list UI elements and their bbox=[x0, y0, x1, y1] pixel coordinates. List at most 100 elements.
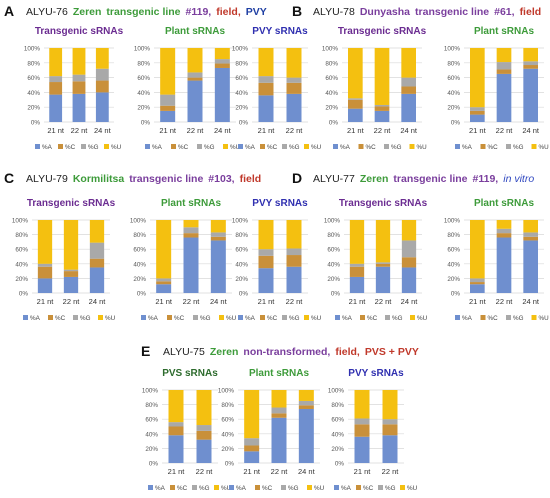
legend-label: %C bbox=[488, 144, 499, 151]
y-tick-label: 20% bbox=[447, 276, 460, 283]
legend-label: %A bbox=[236, 485, 247, 492]
legend-label: %C bbox=[177, 485, 188, 492]
legend-swatch-c bbox=[360, 315, 365, 320]
legend-swatch-u bbox=[214, 485, 219, 490]
bar-segment-u bbox=[210, 220, 226, 233]
x-tick-label: 21 nt bbox=[347, 126, 365, 135]
legend-swatch-g bbox=[378, 485, 383, 490]
y-tick-label: 40% bbox=[221, 431, 234, 438]
y-tick-label: 80% bbox=[235, 60, 248, 67]
bar-segment-u bbox=[349, 220, 365, 264]
legend-label: %C bbox=[262, 485, 273, 492]
legend-label: %U bbox=[221, 485, 232, 492]
y-tick-label: 60% bbox=[325, 75, 338, 82]
legend-label: %U bbox=[230, 144, 241, 151]
bar-segment-a bbox=[382, 435, 398, 463]
chart-title: Plant sRNAs bbox=[165, 26, 225, 37]
x-tick-label: 22 nt bbox=[286, 126, 304, 135]
legend-label: %G bbox=[513, 315, 524, 322]
legend-label: %U bbox=[539, 144, 550, 151]
x-tick-label: 24 nt bbox=[522, 297, 540, 306]
legend-swatch-u bbox=[409, 144, 415, 149]
bar-segment-g bbox=[286, 248, 302, 256]
legend-swatch-u bbox=[307, 485, 312, 490]
sample-code: ALYU-76 bbox=[26, 6, 68, 18]
y-tick-label: 60% bbox=[331, 417, 344, 424]
y-tick-label: 60% bbox=[133, 247, 146, 254]
bar-segment-g bbox=[382, 419, 398, 425]
legend-swatch-u bbox=[104, 144, 109, 149]
bar-segment-u bbox=[258, 220, 274, 250]
bar-segment-g bbox=[63, 269, 79, 272]
chart-title: PVY sRNAs bbox=[252, 198, 308, 209]
y-tick-label: 40% bbox=[235, 90, 248, 97]
y-tick-label: 0% bbox=[19, 291, 29, 298]
legend-swatch-a bbox=[148, 485, 153, 490]
legend-swatch-a bbox=[145, 144, 150, 149]
bar-segment-a bbox=[354, 436, 370, 463]
bar-segment-u bbox=[196, 390, 212, 426]
y-tick-label: 80% bbox=[15, 232, 28, 239]
bar-segment-c bbox=[401, 86, 416, 94]
chart-c-6: Plant sRNAs 0% 20% 40% 60% 80% 100% 21 nt 22 nt 2… bbox=[130, 198, 237, 322]
bar-segment-u bbox=[374, 48, 390, 105]
y-tick-label: 100% bbox=[444, 46, 461, 53]
x-tick-label: 22 nt bbox=[496, 126, 514, 135]
x-tick-label: 24 nt bbox=[522, 126, 540, 135]
bar-segment-u bbox=[37, 220, 53, 264]
y-tick-label: 60% bbox=[447, 75, 460, 82]
bar-segment-c bbox=[210, 236, 226, 241]
charts-layer: Transgenic sRNAs 0% 20% 40% 60% 80% 100% 21 nt 2… bbox=[12, 26, 549, 492]
y-tick-label: 20% bbox=[325, 105, 338, 112]
chart-e-12: PVY sRNAs 0% 20% 40% 60% 80% 100% 21 nt 22 nt %A%… bbox=[328, 368, 418, 492]
bar-segment-g bbox=[349, 263, 365, 267]
bar-segment-g bbox=[156, 278, 172, 282]
bar-segment-g bbox=[183, 227, 199, 234]
chart-b-3: Transgenic sRNAs 0% 20% 40% 60% 80% 100% 21 nt 2… bbox=[322, 26, 427, 151]
bar-segment-g bbox=[523, 61, 538, 66]
bar-segment-a bbox=[49, 94, 63, 122]
bar-segment-c bbox=[470, 110, 485, 115]
bar-segment-g bbox=[49, 76, 63, 83]
legend-label: %U bbox=[539, 315, 550, 322]
legend-label: %U bbox=[407, 485, 418, 492]
header-part: field bbox=[520, 6, 542, 18]
bar-segment-u bbox=[470, 48, 485, 108]
sample-code: ALYU-77 bbox=[313, 173, 355, 185]
chart-title: Plant sRNAs bbox=[249, 368, 309, 379]
y-tick-label: 100% bbox=[134, 46, 151, 53]
y-tick-label: 100% bbox=[12, 218, 29, 225]
chart-a-1: Plant sRNAs 0% 20% 40% 60% 80% 100% 21 nt 22 nt 2… bbox=[134, 26, 241, 151]
bar-segment-c bbox=[258, 82, 274, 96]
y-tick-label: 0% bbox=[225, 461, 235, 468]
bar-segment-u bbox=[348, 48, 363, 99]
legend-label: %G bbox=[289, 144, 300, 151]
legend-swatch-g bbox=[193, 315, 198, 320]
bar-segment-a bbox=[37, 278, 53, 293]
bar-segment-c bbox=[382, 424, 398, 436]
legend-label: %A bbox=[155, 485, 166, 492]
legend-swatch-c bbox=[58, 144, 63, 149]
legend-swatch-c bbox=[255, 485, 260, 490]
y-tick-label: 60% bbox=[15, 247, 28, 254]
bar-segment-a bbox=[271, 417, 287, 463]
sample-code: ALYU-78 bbox=[313, 6, 355, 18]
bar-segment-c bbox=[470, 282, 485, 285]
legend-label: %A bbox=[245, 144, 256, 151]
x-tick-label: 24 nt bbox=[298, 467, 316, 476]
bar-segment-u bbox=[160, 48, 176, 95]
legend-label: %C bbox=[363, 485, 374, 492]
x-tick-label: 22 nt bbox=[286, 297, 304, 306]
y-tick-label: 60% bbox=[145, 417, 158, 424]
y-tick-label: 20% bbox=[15, 276, 28, 283]
panel-c-header: ALYU-79 Kormilitsa transgenic line #103, fie… bbox=[26, 173, 261, 185]
bar-segment-a bbox=[244, 451, 260, 463]
y-tick-label: 0% bbox=[451, 291, 461, 298]
legend-swatch-u bbox=[304, 315, 309, 320]
legend-swatch-c bbox=[358, 144, 364, 149]
y-tick-label: 0% bbox=[335, 461, 345, 468]
y-tick-label: 20% bbox=[137, 105, 150, 112]
y-tick-label: 100% bbox=[218, 388, 235, 395]
y-tick-label: 20% bbox=[327, 276, 340, 283]
y-tick-label: 40% bbox=[331, 431, 344, 438]
